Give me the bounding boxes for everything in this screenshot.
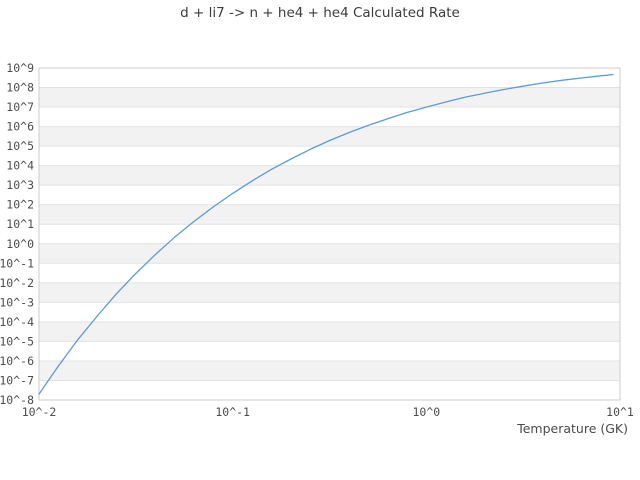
y-tick-label: 10^4 <box>6 159 34 173</box>
grid-band <box>39 224 620 244</box>
y-tick-label: 10^7 <box>6 100 34 114</box>
y-tick-label: 10^-1 <box>0 256 34 270</box>
grid-band <box>39 107 620 127</box>
plot-canvas: 10^9 10^8 10^7 10^6 10^5 10^4 10^3 10^2 10^1 10^0… <box>0 61 634 419</box>
y-tick-label: 10^-5 <box>0 334 34 348</box>
x-axis-label: Temperature (GK) <box>517 421 628 436</box>
y-tick-label: 10^6 <box>6 120 34 134</box>
grid-band <box>39 263 620 283</box>
x-tick-label: 10^1 <box>606 405 634 419</box>
grid-band <box>39 204 620 225</box>
y-tick-label: 10^0 <box>6 237 34 251</box>
grid-band <box>39 282 620 303</box>
grid-band <box>39 185 620 205</box>
x-tick-label: 10^-2 <box>22 405 57 419</box>
grid-band <box>39 321 620 342</box>
grid-band <box>39 165 620 186</box>
grid-band <box>39 243 620 264</box>
y-tick-label: 10^-2 <box>0 276 34 290</box>
plot-frame <box>38 67 621 401</box>
y-tick-label: 10^-6 <box>0 354 34 368</box>
y-tick-label: 10^9 <box>6 61 34 75</box>
x-tick-label: 10^0 <box>412 405 440 419</box>
y-tick-label: 10^8 <box>6 81 34 95</box>
y-tick-label: 10^5 <box>6 139 34 153</box>
x-tick-label: 10^-1 <box>215 405 250 419</box>
grid-band <box>39 126 620 147</box>
grid-band <box>39 146 620 166</box>
y-tick-label: 10^-8 <box>0 393 34 407</box>
y-tick-label: 10^-3 <box>0 295 34 309</box>
grid-band <box>39 341 620 361</box>
y-tick-label: 10^2 <box>6 198 34 212</box>
y-tick-label: 10^-4 <box>0 315 34 329</box>
grid-band <box>39 87 620 108</box>
grid-band <box>39 68 620 88</box>
chart-title: d + li7 -> n + he4 + he4 Calculated Rate <box>180 5 460 21</box>
grid-band <box>39 380 620 400</box>
rate-curve <box>38 73 614 395</box>
y-tick-label: 10^1 <box>6 217 34 231</box>
y-tick-label: 10^3 <box>6 178 34 192</box>
grid-band <box>39 302 620 322</box>
grid-band <box>39 360 620 381</box>
y-tick-label: 10^-7 <box>0 373 34 387</box>
